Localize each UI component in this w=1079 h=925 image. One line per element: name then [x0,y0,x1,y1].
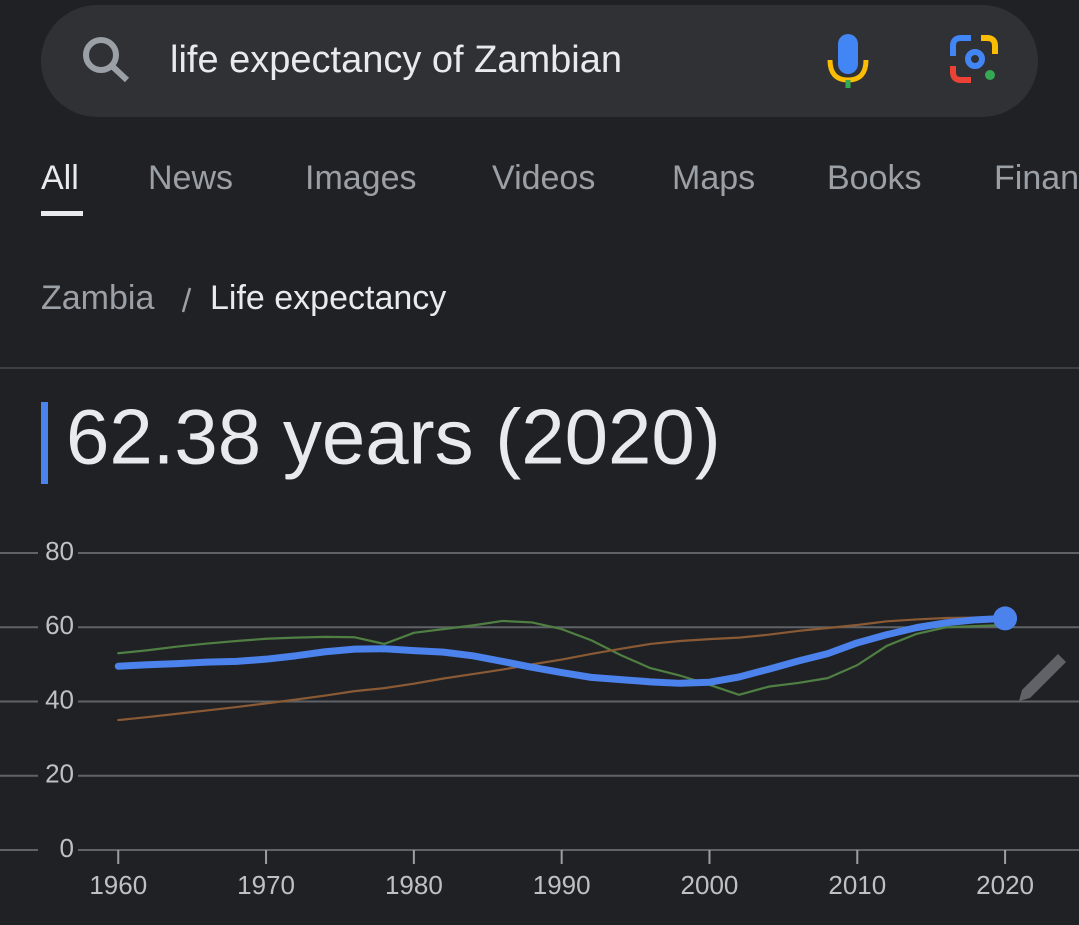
tab[interactable]: News [148,159,233,197]
mic-icon[interactable] [827,34,869,88]
breadcrumb-parent[interactable]: Zambia [41,279,154,317]
x-tick-label: 2000 [681,870,739,900]
chart: 0 20 40 60 80 1960 1970 1980 1990 2000 2010 2020 [0,536,1079,900]
tick-label-background [38,539,78,567]
series-line [117,615,1007,722]
tick-label-background [38,613,78,642]
tab[interactable]: Finance [994,159,1079,197]
tab[interactable]: Books [827,159,922,197]
lens-icon[interactable] [950,35,998,83]
tab[interactable]: All [41,159,79,197]
active-tab-indicator [41,211,83,216]
tab[interactable]: Images [305,159,417,197]
tick-label-background [38,761,78,790]
breadcrumb-current: Life expectancy [210,279,446,317]
x-tick-label: 1970 [237,870,295,900]
x-tick-label: 2010 [828,870,886,900]
edit-icon[interactable] [1019,654,1066,701]
x-tick-label: 2020 [976,870,1034,900]
x-tick-label: 1990 [533,870,591,900]
y-tick-label: 60 [45,610,74,640]
y-tick-label: 20 [45,759,74,789]
breadcrumb-separator [181,287,192,313]
latest-point [993,606,1018,631]
tick-label-background [38,687,78,716]
tab[interactable]: Videos [492,159,595,197]
y-tick-label: 40 [45,684,74,714]
headline-accent [41,402,48,484]
series-line [114,614,1009,687]
series-line [117,619,1007,696]
x-tick-label: 1960 [89,870,147,900]
search-bar[interactable] [41,5,1038,117]
tab[interactable]: Maps [672,159,755,197]
search-query[interactable]: life expectancy of Zambian [170,39,622,81]
x-tick-label: 1980 [385,870,443,900]
y-tick-label: 0 [60,833,74,863]
y-tick-label: 80 [45,536,74,566]
headline-value: 62.38 years (2020) [66,393,721,481]
search-icon [83,37,130,83]
tick-label-background [38,836,78,864]
